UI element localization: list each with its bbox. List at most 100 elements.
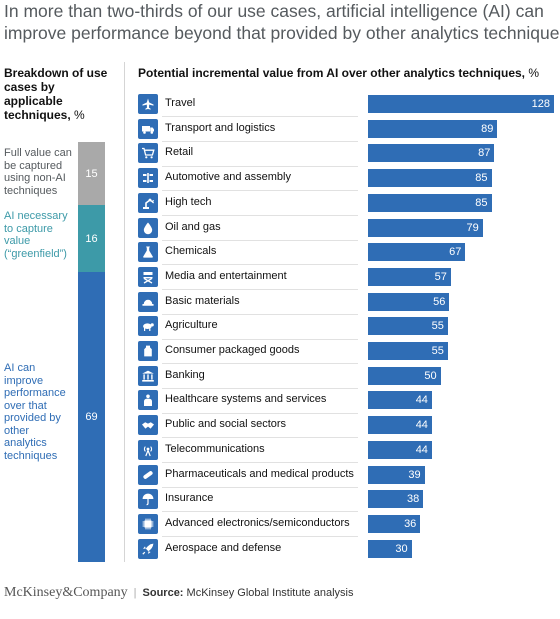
- bar-row: High tech 85: [138, 191, 558, 216]
- stack-segment-value: 15: [85, 167, 98, 180]
- bar-value-label: 128: [531, 98, 550, 110]
- bar-value-label: 85: [475, 196, 488, 209]
- bar-value-label: 36: [404, 517, 417, 530]
- category-label: Agriculture: [165, 319, 218, 332]
- umbrella-icon: [138, 489, 158, 510]
- bar: [368, 391, 432, 410]
- row-separator: [162, 313, 358, 315]
- cow-icon: [138, 316, 158, 337]
- robot-arm-icon: [138, 192, 158, 213]
- left-panel-header: Breakdown of use cases by applicable tec…: [4, 66, 116, 122]
- bar: [368, 292, 450, 311]
- row-separator: [162, 486, 358, 488]
- category-label: Aerospace and defense: [165, 541, 282, 554]
- category-label: Media and entertainment: [165, 269, 287, 282]
- category-label: Retail: [165, 146, 194, 159]
- bar-row: Consumer packaged goods 55: [138, 339, 558, 364]
- row-separator: [162, 239, 358, 241]
- car-chassis-icon: [138, 168, 158, 189]
- category-label: Public and social sectors: [165, 418, 287, 431]
- rocket-icon: [138, 538, 158, 559]
- category-label: Basic materials: [165, 294, 240, 307]
- bar-row: Media and entertainment 57: [138, 265, 558, 290]
- row-separator: [162, 264, 358, 266]
- bar-row: Agriculture 55: [138, 314, 558, 339]
- bar-row: Aerospace and defense 30: [138, 537, 558, 562]
- hard-hat-icon: [138, 291, 158, 312]
- bar: [368, 416, 432, 435]
- row-separator: [162, 412, 358, 414]
- category-label: Oil and gas: [165, 220, 221, 233]
- title-line-2: improve performance beyond that provided…: [4, 23, 560, 43]
- panel-divider: [124, 62, 125, 562]
- bar-row: Advanced electronics/semiconductors 36: [138, 512, 558, 537]
- bar-row: Healthcare systems and services 44: [138, 388, 558, 413]
- cart-icon: [138, 143, 158, 164]
- stack-segment-label: Full value can be captured using non-AI …: [4, 147, 72, 197]
- footer: McKinsey&Company | Source: McKinsey Global…: [4, 585, 353, 601]
- truck-icon: [138, 118, 158, 139]
- package-icon: [138, 341, 158, 361]
- right-panel-header: Potential incremental value from AI over…: [138, 66, 558, 80]
- bar-row: Chemicals 67: [138, 240, 558, 265]
- source-text: McKinsey Global Institute analysis: [186, 587, 354, 599]
- row-separator: [162, 140, 358, 142]
- bar: [368, 514, 421, 533]
- stack-segment-value: 69: [85, 411, 98, 424]
- bar-row: Automotive and assembly 85: [138, 166, 558, 191]
- bar-value-label: 87: [478, 147, 491, 160]
- bar-value-label: 30: [395, 542, 408, 555]
- title-line-1: In more than two-thirds of our use cases…: [4, 1, 544, 21]
- stack-segment: 69: [78, 272, 105, 562]
- bar-row: Insurance 38: [138, 487, 558, 512]
- bar: [368, 193, 492, 212]
- brand-logo: McKinsey&Company: [4, 585, 128, 600]
- bar-value-label: 56: [433, 295, 446, 308]
- bar: [368, 366, 441, 385]
- bar-value-label: 44: [415, 419, 428, 432]
- category-label: Transport and logistics: [165, 121, 276, 134]
- bar: [368, 267, 451, 286]
- row-separator: [162, 116, 358, 118]
- left-header-text: Breakdown of use cases by applicable tec…: [4, 66, 108, 122]
- bank-icon: [138, 365, 158, 386]
- bar-value-label: 39: [408, 468, 421, 481]
- bar: [368, 119, 498, 138]
- bar-value-label: 38: [406, 493, 420, 506]
- category-label: Healthcare systems and services: [165, 393, 327, 406]
- row-separator: [162, 536, 358, 538]
- flask-icon: [138, 242, 158, 263]
- bar-value-label: 44: [415, 394, 428, 407]
- bar-value-label: 55: [431, 345, 444, 357]
- stack-segment-label: AI can improve performance over that pro…: [4, 362, 66, 462]
- bar-row: Transport and logistics 89: [138, 117, 558, 142]
- row-separator: [162, 289, 358, 291]
- row-separator: [162, 165, 358, 167]
- row-separator: [162, 215, 358, 216]
- stack-segment-value: 16: [85, 232, 98, 245]
- bar-value-label: 57: [434, 270, 447, 283]
- bar-row: Banking 50: [138, 364, 558, 389]
- stack-segment: 16: [78, 205, 105, 273]
- row-separator: [162, 511, 358, 513]
- pills-icon: [138, 464, 158, 485]
- chip-icon: [138, 513, 158, 534]
- left-header-unit: %: [74, 108, 85, 122]
- bar: [368, 465, 425, 484]
- row-separator: [162, 190, 358, 192]
- right-header-unit: %: [528, 66, 540, 80]
- category-label: Banking: [165, 368, 205, 381]
- bar: [368, 95, 554, 113]
- bar-row: Oil and gas 79: [138, 216, 558, 241]
- bar-value-label: 85: [475, 172, 488, 185]
- source-label: Source:: [142, 587, 184, 599]
- bar-value-label: 67: [449, 246, 462, 259]
- bar-value-label: 55: [431, 320, 444, 333]
- medical-icon: [138, 390, 158, 411]
- bar-value-label: 50: [424, 369, 437, 382]
- stack-segment: 15: [78, 142, 105, 205]
- bar: [368, 144, 495, 163]
- category-label: Telecommunications: [165, 442, 265, 455]
- category-label: Consumer packaged goods: [165, 344, 300, 356]
- category-label: Insurance: [165, 492, 214, 505]
